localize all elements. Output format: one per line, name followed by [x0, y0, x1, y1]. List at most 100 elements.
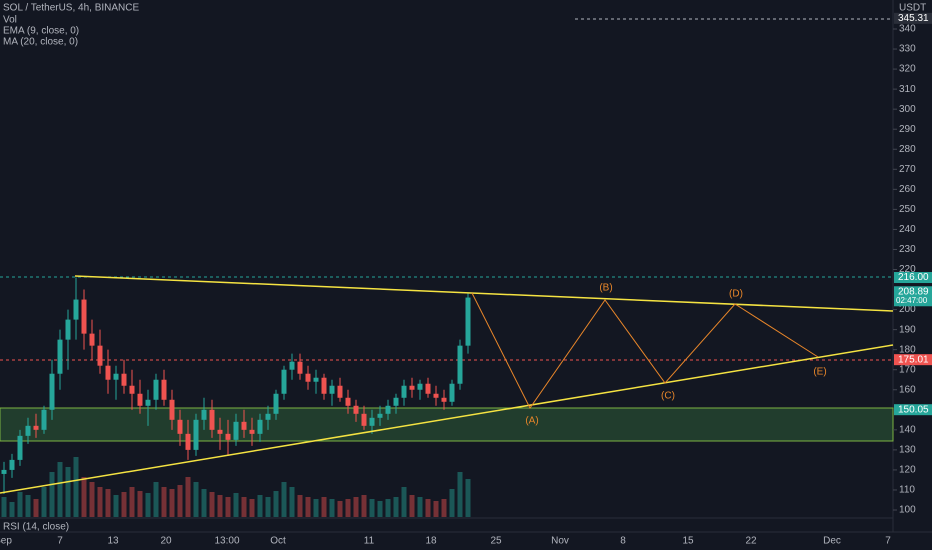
candle-body: [153, 379, 159, 400]
candle-body: [241, 421, 247, 430]
volume-bar: [345, 499, 351, 517]
price-label: 180: [899, 344, 916, 355]
volume-bar: [369, 499, 375, 517]
price-tag-label: 175.01: [898, 354, 929, 365]
price-label: 110: [899, 485, 915, 496]
candle-body: [129, 385, 135, 394]
candle-body: [401, 385, 407, 398]
volume-bar: [201, 489, 207, 517]
price-label: 310: [899, 84, 916, 95]
volume-bar: [433, 501, 439, 517]
volume-bar: [441, 499, 447, 517]
time-label: 18: [425, 536, 437, 547]
candle-body: [113, 373, 119, 380]
candle-body: [457, 345, 463, 384]
volume-bar: [273, 491, 279, 517]
candle-body: [289, 361, 295, 370]
volume-bar: [289, 487, 295, 517]
price-label: 100: [899, 505, 916, 516]
candle-body: [377, 413, 383, 418]
time-label: 13:00: [214, 536, 239, 547]
wave-label: (D): [729, 289, 743, 300]
candle-body: [385, 405, 391, 414]
support-zone: [0, 407, 894, 442]
candle-body: [265, 413, 271, 420]
volume-bar: [297, 495, 303, 517]
volume-bar: [321, 497, 327, 517]
price-label: 340: [899, 24, 916, 35]
candle-body: [65, 319, 71, 340]
candle-body: [417, 383, 423, 390]
volume-bar: [9, 502, 15, 517]
candle-body: [361, 413, 367, 426]
volume-bar: [25, 495, 31, 517]
price-tag: [894, 286, 932, 307]
volume-bar: [185, 477, 191, 517]
price-label: 220: [899, 264, 916, 275]
candle-body: [161, 379, 167, 400]
candle-body: [89, 333, 95, 346]
time-label: 20: [160, 536, 172, 547]
candle-body: [465, 297, 471, 346]
time-label: 25: [490, 536, 502, 547]
price-label: 250: [899, 204, 916, 215]
candle-body: [9, 459, 15, 470]
volume-bar: [113, 495, 119, 517]
volume-bar: [33, 499, 39, 517]
price-label: 240: [899, 224, 916, 235]
volume-bar: [169, 489, 175, 517]
price-tag-label: 208.89: [898, 286, 929, 297]
volume-bar: [313, 499, 319, 517]
volume-bar: [121, 492, 127, 517]
volume-bar: [89, 482, 95, 517]
trendline: [0, 344, 894, 494]
wave-label: (C): [661, 391, 675, 402]
volume-bar: [153, 482, 159, 517]
candle-body: [233, 421, 239, 440]
candle-body: [201, 409, 207, 420]
price-label: 300: [899, 104, 916, 115]
price-tag-label: 150.05: [898, 404, 929, 415]
volume-bar: [97, 487, 103, 517]
volume-bar: [177, 485, 183, 517]
volume-bar: [41, 487, 47, 517]
trendline: [74, 275, 894, 312]
wave-label: (A): [525, 416, 538, 427]
candle-body: [121, 373, 127, 386]
volume-bar: [241, 497, 247, 517]
volume-bar: [385, 499, 391, 517]
wave-label: (E): [813, 367, 826, 378]
candle-body: [409, 385, 415, 390]
volume-bar: [265, 497, 271, 517]
candle-body: [257, 419, 263, 434]
price-label: 270: [899, 164, 916, 175]
volume-bar: [393, 497, 399, 517]
volume-bar: [361, 495, 367, 517]
volume-bar: [193, 482, 199, 517]
candle-body: [193, 419, 199, 450]
price-label: 320: [899, 64, 916, 75]
wave-label: (B): [599, 283, 612, 294]
volume-bar: [449, 489, 455, 517]
candle-body: [281, 369, 287, 394]
volume-bar: [329, 499, 335, 517]
time-label: 8: [620, 536, 626, 547]
volume-bar: [257, 495, 263, 517]
indicator-label: Vol: [3, 15, 17, 26]
candle-body: [81, 299, 87, 334]
candle-body: [393, 397, 399, 406]
time-label: 11: [364, 536, 375, 547]
volume-bar: [161, 487, 167, 517]
candle-body: [273, 393, 279, 414]
candle-body: [225, 433, 231, 440]
candle-body: [305, 373, 311, 382]
time-label: 7: [885, 536, 891, 547]
candle-body: [353, 405, 359, 414]
volume-bar: [137, 491, 143, 517]
candle-body: [169, 399, 175, 420]
volume-bar: [225, 497, 231, 517]
volume-bar: [209, 492, 215, 517]
price-label: 330: [899, 44, 916, 55]
price-tag-label: 345.31: [898, 13, 929, 24]
